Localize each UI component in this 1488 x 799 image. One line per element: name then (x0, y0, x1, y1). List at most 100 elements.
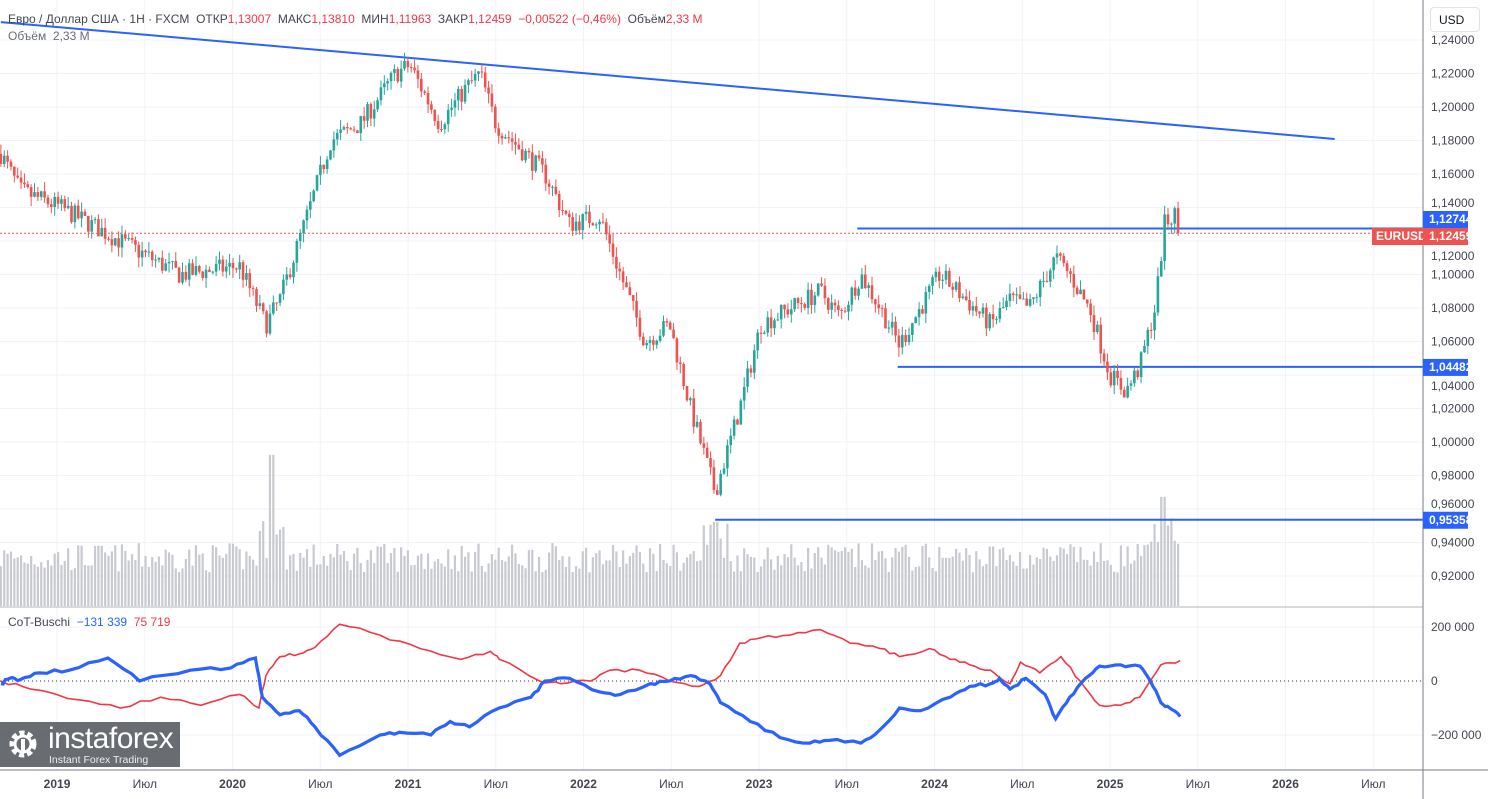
candle-body (1133, 370, 1136, 384)
candle (810, 283, 813, 314)
volume-bar (988, 546, 991, 606)
candle (218, 251, 221, 271)
volume-bar (914, 566, 917, 606)
candle (1139, 351, 1143, 384)
volume-bar (289, 555, 292, 606)
candle (615, 247, 618, 278)
candle (678, 356, 682, 374)
candle-body (379, 87, 383, 101)
candle-body (958, 282, 961, 298)
volume-bar (605, 560, 608, 606)
candle-body (887, 327, 891, 329)
volume-bar (837, 551, 840, 606)
candle-body (1139, 352, 1143, 378)
candle (830, 294, 833, 319)
candle-body (1166, 214, 1170, 225)
volume-bar (938, 546, 941, 606)
volume-bar (110, 551, 113, 606)
candle (127, 234, 130, 241)
volume-bar (463, 556, 467, 606)
candle-body (628, 287, 632, 296)
volume-bar (860, 560, 864, 606)
candle (1109, 366, 1113, 388)
candle-body (1001, 307, 1005, 309)
candle-body (641, 336, 645, 346)
time-label: 2019 (44, 777, 71, 791)
candle-body (1042, 280, 1045, 282)
candle-body (937, 271, 941, 281)
cot-red-line (0, 623, 1181, 710)
candle (396, 66, 400, 84)
candle-body (76, 205, 80, 219)
trendline[interactable] (0, 21, 1335, 140)
candle-body (705, 447, 709, 459)
candle (248, 268, 252, 297)
volume-bar (420, 553, 423, 606)
volume-bar (373, 563, 376, 606)
candle-body (510, 138, 514, 142)
candle-body (1011, 293, 1015, 296)
candle-body (181, 272, 184, 283)
volume-bar (736, 555, 739, 606)
volume-bar (500, 559, 504, 606)
candle (756, 329, 759, 359)
volume-bar (1076, 562, 1079, 606)
candle-body (1085, 299, 1089, 304)
candle (961, 293, 965, 300)
symbol-legend: Евро / Доллар США · 1Н · FXCM ОТКР1,1300… (8, 12, 703, 26)
candle-body (335, 132, 339, 140)
candle (16, 167, 19, 179)
candle-body (541, 158, 544, 165)
volume-bar (228, 543, 231, 606)
candle (914, 316, 918, 324)
candle (473, 68, 477, 87)
volume-bar (611, 544, 615, 606)
candle (339, 119, 342, 141)
drawn-lines[interactable] (0, 21, 1423, 521)
candle (150, 249, 154, 267)
currency-button[interactable]: USD (1430, 7, 1480, 32)
candle-body (457, 88, 460, 101)
candle (261, 302, 265, 315)
candle-body (100, 227, 104, 237)
volume-bar (706, 544, 709, 606)
candle (335, 128, 339, 146)
candle-body (177, 267, 181, 283)
candle-body (376, 100, 379, 110)
volume-bar (511, 544, 514, 606)
candle-body (900, 335, 904, 348)
volume-bar (3, 550, 6, 606)
candle (850, 286, 854, 312)
grid (0, 0, 1423, 770)
volume-bar (9, 551, 13, 606)
volume-bar (1082, 559, 1086, 606)
candle-body (83, 211, 87, 216)
candle-body (776, 319, 780, 321)
candle-body (1062, 255, 1066, 264)
candle (161, 250, 164, 274)
candle (467, 78, 470, 94)
candle (820, 277, 823, 287)
volume-bar (830, 547, 833, 606)
candle-body (423, 91, 426, 93)
volume-bar (739, 571, 742, 606)
candle-body (668, 322, 672, 330)
cot-legend[interactable]: CoT-Buschi −131 339 75 719 (8, 615, 170, 629)
candle-body (113, 238, 117, 246)
candle-body (971, 306, 975, 311)
volume-bar (181, 568, 184, 606)
volume-bar (403, 555, 406, 606)
candle-body (914, 317, 918, 324)
candle-body (1092, 315, 1096, 333)
candle (786, 303, 790, 318)
candle-body (187, 263, 191, 280)
volume-bar (19, 555, 23, 606)
symbol-title[interactable]: Евро / Доллар США · 1Н · FXCM (8, 12, 190, 26)
candle (638, 310, 642, 341)
volume-bar (659, 543, 662, 606)
volume-legend[interactable]: Объём 2,33 M (8, 29, 90, 43)
candle-body (261, 303, 265, 312)
volume-bar (80, 545, 83, 606)
